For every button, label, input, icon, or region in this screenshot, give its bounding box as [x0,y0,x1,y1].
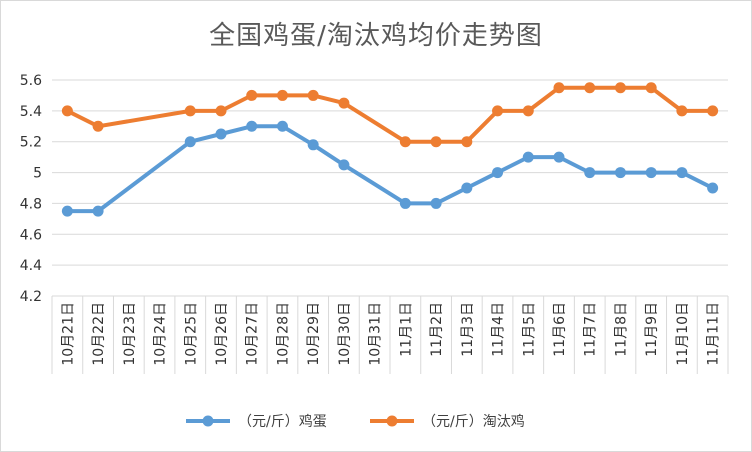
y-tick-label: 5 [33,166,42,182]
y-tick-label: 4.8 [20,196,42,212]
y-tick-label: 5.2 [20,135,42,151]
x-tick-label: 10月29日 [306,302,322,366]
x-tick-label: 11月5日 [521,302,537,357]
x-tick-label: 11月11日 [706,302,722,366]
data-point [584,82,596,94]
x-tick-label: 11月8日 [613,302,629,357]
series-lines [61,82,719,217]
x-tick-label: 10月26日 [214,302,230,366]
data-point [461,136,473,148]
data-point [338,97,350,109]
data-point [553,151,565,163]
y-tick-label: 5.6 [20,73,42,89]
y-tick-label: 5.4 [20,104,42,120]
data-point [246,120,258,132]
x-tick-label: 10月25日 [183,302,199,366]
x-tick-label: 11月2日 [429,302,445,357]
data-point [614,82,626,94]
data-point [399,197,411,209]
x-axis-ticks: 10月21日 10月22日 10月23日 10月24日 10月25日 10月26日 10月2… [60,302,721,366]
data-point [307,139,319,151]
data-point [430,136,442,148]
data-point [430,197,442,209]
data-point [584,167,596,179]
x-tick-label: 11月9日 [644,302,660,357]
data-point [645,167,657,179]
data-point [338,159,350,171]
data-point [707,105,719,117]
data-point [676,167,688,179]
data-point [676,105,688,117]
legend-swatch-marker [386,415,398,427]
data-point [614,167,626,179]
x-tick-label: 10月31日 [368,302,384,366]
x-tick-label: 10月22日 [91,302,107,366]
data-point [276,89,288,101]
data-point [307,89,319,101]
data-point [399,136,411,148]
y-tick-label: 4.4 [20,258,42,274]
data-point [61,205,73,217]
data-point [461,182,473,194]
data-point [522,151,534,163]
x-tick-label: 11月6日 [552,302,568,357]
x-tick-label: 10月23日 [122,302,138,366]
x-tick-label: 11月7日 [583,302,599,357]
grid-lines [51,79,729,374]
x-tick-label: 10月24日 [153,302,169,366]
x-tick-label: 10月30日 [337,302,353,366]
x-tick-label: 11月10日 [675,302,691,366]
data-point [645,82,657,94]
data-point [492,105,504,117]
data-point [522,105,534,117]
data-point [246,89,258,101]
data-point [184,136,196,148]
data-point [492,167,504,179]
data-point [215,128,227,140]
chart-title: 全国鸡蛋/淘汰鸡均价走势图 [209,21,543,51]
data-point [707,182,719,194]
y-axis-ticks: 4.2 4.4 4.6 4.8 5 5.2 5.4 5.6 [20,73,42,305]
x-tick-label: 11月3日 [460,302,476,357]
data-point [553,82,565,94]
data-point [92,205,104,217]
legend-swatch-marker [202,415,214,427]
data-point [92,120,104,132]
legend-label: （元/斤）淘汰鸡 [422,413,525,430]
data-point [61,105,73,117]
legend-label: （元/斤）鸡蛋 [238,413,327,430]
series-line-1 [65,85,715,144]
data-point [215,105,227,117]
y-tick-label: 4.2 [20,289,42,305]
data-point [276,120,288,132]
legend: （元/斤）鸡蛋 （元/斤）淘汰鸡 [186,413,525,430]
x-tick-label: 10月28日 [275,302,291,366]
x-tick-label: 11月4日 [491,302,507,357]
data-point [184,105,196,117]
x-tick-label: 10月21日 [60,302,76,366]
x-tick-label: 11月1日 [398,302,414,357]
x-tick-label: 10月27日 [245,302,261,366]
y-tick-label: 4.6 [20,227,42,243]
series-line-0 [65,124,715,214]
